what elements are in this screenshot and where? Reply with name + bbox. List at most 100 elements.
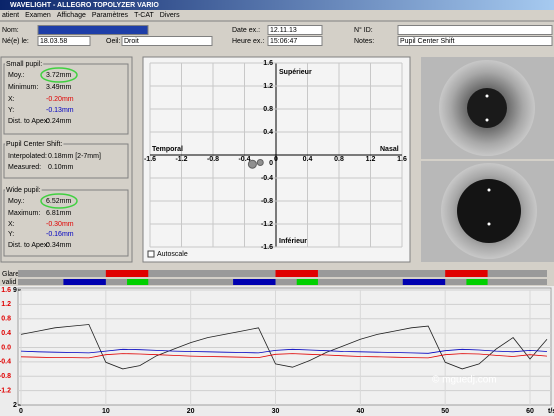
row-label: Dist. to Apex: bbox=[8, 242, 49, 249]
x-tick-label: 40 bbox=[356, 408, 364, 415]
row-value: -0.16mm bbox=[46, 231, 74, 238]
field-value: 12.11.13 bbox=[270, 27, 297, 34]
field-label: Heure ex.: bbox=[232, 38, 264, 45]
checkbox[interactable] bbox=[147, 250, 155, 258]
row-label: Dist. to Apex: bbox=[8, 118, 49, 125]
group-title-bg bbox=[5, 186, 42, 194]
field-value: 15:06:47 bbox=[270, 38, 297, 45]
y-tick-label: 9 bbox=[13, 287, 17, 294]
x-tick-label: 0 bbox=[19, 408, 23, 415]
y-tick-label: 2 bbox=[13, 402, 17, 409]
field-value: Pupil Center Shift bbox=[400, 38, 455, 45]
row-value: 0.34mm bbox=[46, 242, 71, 249]
group-box bbox=[3, 63, 129, 135]
reflex bbox=[485, 94, 489, 98]
eye-images bbox=[421, 57, 554, 262]
axis-label: Inférieur bbox=[279, 238, 307, 245]
x-tick-label: -1.6 bbox=[144, 156, 156, 163]
field-label: Oeil: bbox=[106, 38, 120, 45]
field-box[interactable] bbox=[397, 25, 553, 35]
bar-label: Glare bbox=[2, 271, 19, 278]
segment bbox=[105, 270, 149, 277]
field-box[interactable] bbox=[267, 25, 323, 35]
row-label: Minimum: bbox=[8, 84, 38, 91]
row-label: Measured: bbox=[8, 164, 41, 171]
series-line bbox=[20, 353, 548, 359]
field-label: Notes: bbox=[354, 38, 374, 45]
y2-tick-label: 1.6 bbox=[1, 287, 11, 294]
title-bar bbox=[0, 0, 554, 10]
y2-tick-label: 0.8 bbox=[1, 316, 11, 323]
watermark: © mguedj.com bbox=[432, 375, 497, 386]
reflex bbox=[487, 222, 491, 226]
axis-label: Nasal bbox=[380, 146, 399, 153]
segment bbox=[127, 279, 149, 285]
checkbox-label[interactable]: Autoscale bbox=[157, 251, 188, 258]
y2-tick-label: -0.4 bbox=[0, 359, 11, 366]
field-value: 18.03.58 bbox=[40, 38, 67, 45]
y2-tick-label: 1.2 bbox=[1, 301, 11, 308]
row-label: Moy.: bbox=[8, 198, 25, 205]
field-box[interactable] bbox=[121, 36, 213, 46]
group-title: Pupil Center Shift: bbox=[6, 141, 62, 148]
field-box[interactable] bbox=[267, 36, 323, 46]
row-label: X: bbox=[8, 221, 15, 228]
highlight-circle bbox=[40, 193, 78, 209]
field-box[interactable] bbox=[397, 36, 553, 46]
x-tick-label: -0.4 bbox=[238, 156, 250, 163]
row-value: -0.13mm bbox=[46, 107, 74, 114]
row-label: Y: bbox=[8, 107, 14, 114]
row-label: Interpolated: bbox=[8, 153, 47, 160]
group-title: Wide pupil: bbox=[6, 187, 41, 194]
row-value: 0.10mm bbox=[48, 164, 73, 171]
menu-bar bbox=[0, 10, 554, 20]
field-box[interactable] bbox=[37, 25, 149, 35]
segment bbox=[275, 270, 318, 277]
y2-tick-label: 0.0 bbox=[1, 344, 11, 351]
x-tick-label: 20 bbox=[187, 408, 195, 415]
row-value: -0.20mm bbox=[46, 96, 74, 103]
left-panel bbox=[0, 56, 133, 263]
y2-tick-label: 0.4 bbox=[1, 330, 11, 337]
row-value: 0.18mm [2-7mm] bbox=[48, 153, 101, 160]
row-value: 6.81mm bbox=[46, 210, 71, 217]
axis-label: Supérieur bbox=[279, 69, 312, 76]
segment bbox=[63, 279, 106, 285]
menu-item[interactable]: atient bbox=[2, 12, 19, 19]
y-tick-label: 0.4 bbox=[263, 129, 273, 136]
group-title: Small pupil: bbox=[6, 61, 42, 68]
menu-item[interactable]: Divers bbox=[160, 12, 180, 19]
group-box bbox=[3, 143, 129, 179]
y-tick-label: 1.6 bbox=[263, 60, 273, 67]
series-line bbox=[20, 348, 548, 354]
highlight-circle bbox=[40, 67, 78, 83]
row-label: Y: bbox=[8, 231, 14, 238]
y2-tick-label: -0.8 bbox=[0, 373, 11, 380]
scatter-point bbox=[247, 159, 257, 169]
field-box[interactable] bbox=[37, 36, 91, 46]
x-tick-label: 30 bbox=[272, 408, 280, 415]
y-tick-label: 0 bbox=[269, 160, 273, 167]
reflex bbox=[487, 188, 491, 192]
menu-item[interactable]: Affichage bbox=[57, 12, 86, 19]
x-tick-label: 0 bbox=[274, 156, 278, 163]
group-box bbox=[3, 189, 129, 257]
y-tick-label: 0.8 bbox=[263, 106, 273, 113]
y-tick-label: -1.6 bbox=[261, 244, 273, 251]
x-tick-label: 60 bbox=[526, 408, 534, 415]
menu-item[interactable]: Paramètres bbox=[92, 12, 129, 19]
x-axis-label: t/s bbox=[548, 408, 554, 415]
field-label: Date ex.: bbox=[232, 27, 260, 34]
menu-item[interactable]: Examen bbox=[25, 12, 51, 19]
row-value: -0.30mm bbox=[46, 221, 74, 228]
row-label: Moy.: bbox=[8, 72, 25, 79]
menu-item[interactable]: T-CAT bbox=[134, 12, 154, 19]
y2-tick-label: -1.2 bbox=[0, 387, 11, 394]
pupil bbox=[467, 88, 507, 128]
scatter-point bbox=[256, 158, 264, 166]
segment bbox=[402, 279, 446, 285]
row-label: Maximum: bbox=[8, 210, 40, 217]
x-tick-label: 0.8 bbox=[334, 156, 344, 163]
segment bbox=[296, 279, 318, 285]
y-tick-label: -0.8 bbox=[261, 198, 273, 205]
